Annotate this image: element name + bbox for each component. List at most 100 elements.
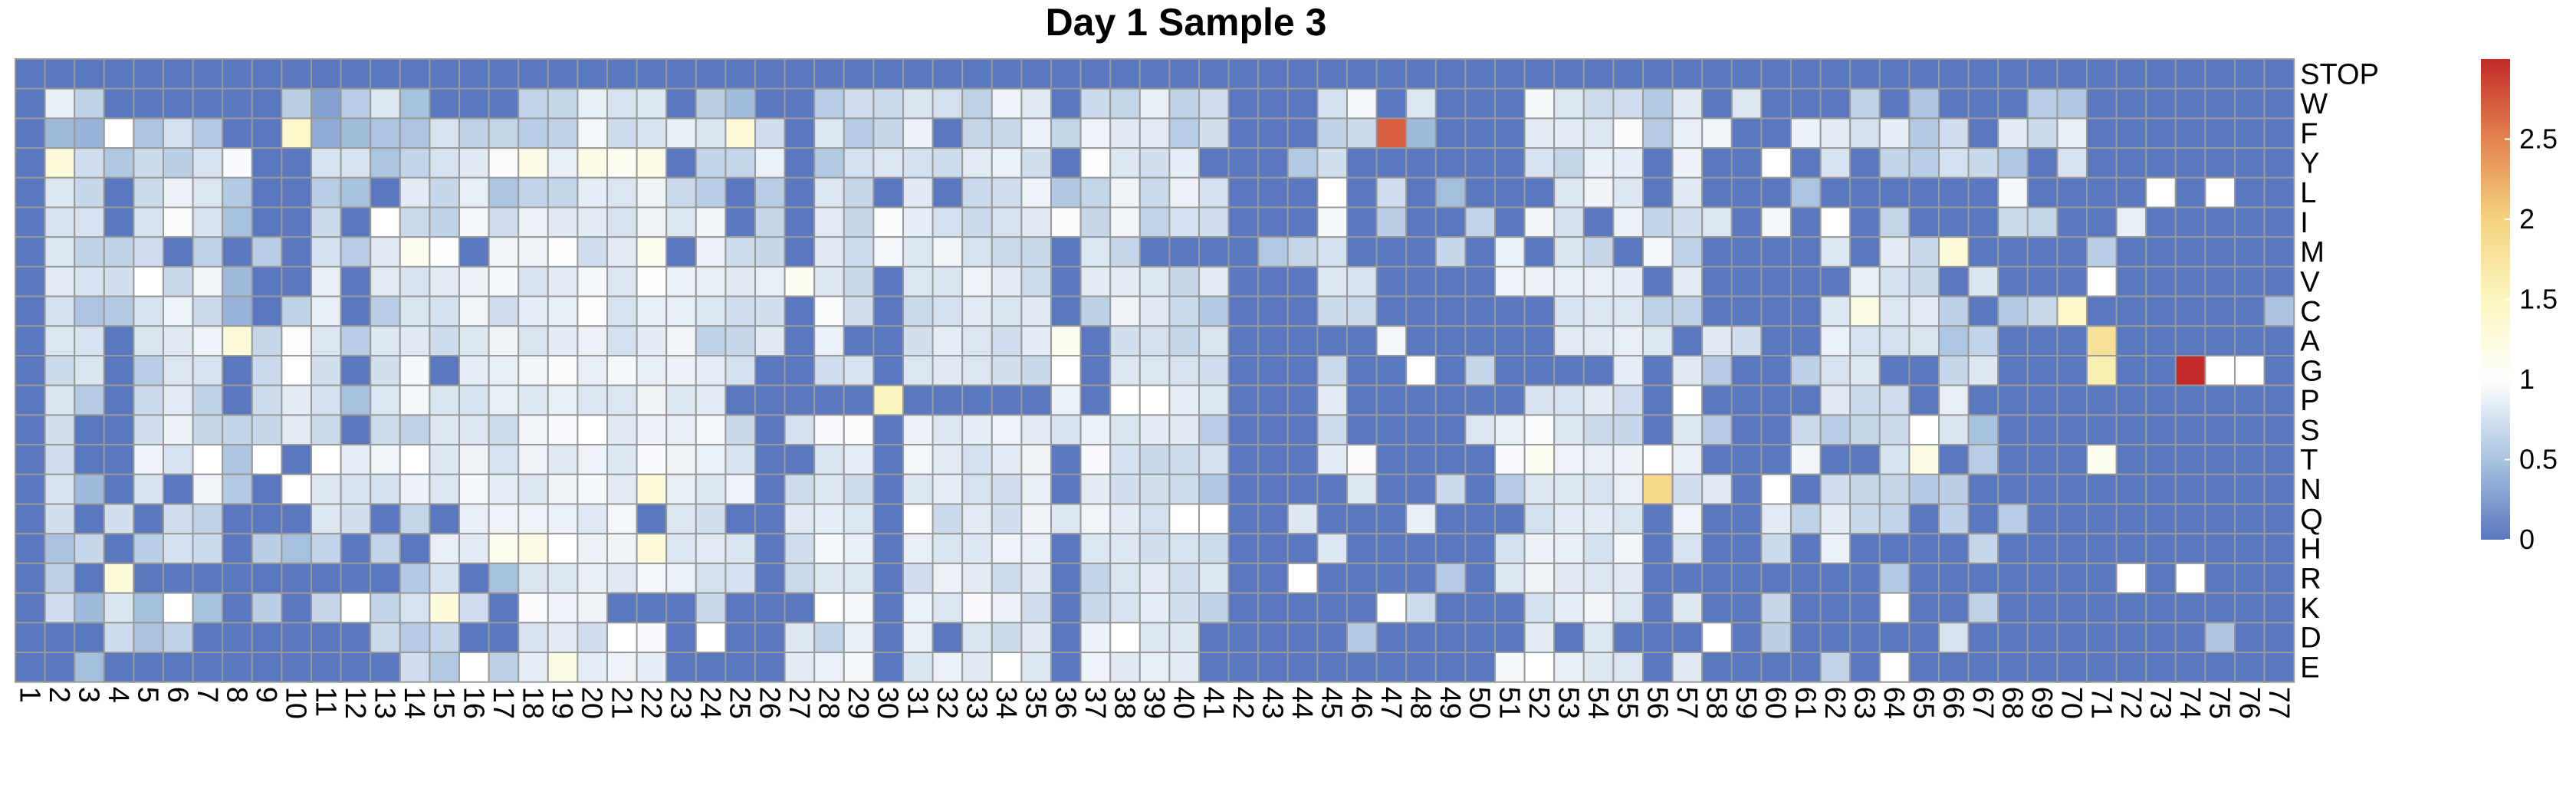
heatmap-cell [1494,414,1526,446]
heatmap-cell [724,592,757,624]
heatmap-cell [518,562,549,594]
heatmap-cell [1405,176,1437,209]
heatmap-cell [15,87,46,120]
heatmap-cell [103,384,135,416]
heatmap-cell [636,295,668,327]
heatmap-cell [163,622,194,653]
heatmap-cell [1286,562,1319,594]
heatmap-cell [1375,473,1408,505]
heatmap-cell [2204,444,2236,475]
heatmap-cell [2234,652,2266,683]
heatmap-cell [1582,295,1615,327]
heatmap-cell [1997,265,2029,297]
heatmap-cell [281,473,312,505]
heatmap-cell [1612,592,1644,624]
heatmap-cell [724,562,757,594]
heatmap-cell [2115,652,2147,683]
heatmap-cell [547,473,579,505]
heatmap-cell [1464,652,1497,683]
heatmap-cell [1642,592,1674,624]
heatmap-cell [665,176,697,209]
heatmap-cell [902,414,934,446]
heatmap-cell [1286,592,1319,624]
x-tick-label: 51 [1493,687,1525,719]
heatmap-cell [1020,592,1053,624]
heatmap-cell [192,384,224,416]
y-tick-label: T [2300,445,2318,477]
heatmap-cell [1405,147,1437,179]
heatmap-cell [1878,503,1911,535]
heatmap-cell [2086,414,2118,446]
heatmap-cell [695,236,727,268]
heatmap-cell [222,265,253,297]
heatmap-cell [44,533,76,564]
heatmap-cell [1316,325,1349,356]
heatmap-cell [222,295,253,327]
heatmap-cell [1938,325,1970,356]
heatmap-cell [1138,87,1171,120]
heatmap-cell [1494,592,1526,624]
heatmap-cell [872,355,905,386]
heatmap-cell [932,117,964,149]
heatmap-cell [991,176,1023,209]
heatmap-cell [665,325,697,356]
heatmap-cell [2026,176,2058,209]
heatmap-cell [1020,503,1053,535]
heatmap-cell [813,444,845,475]
heatmap-cell [813,325,845,356]
heatmap-cell [2174,503,2206,535]
y-tick-label: M [2300,237,2325,269]
heatmap-cell [192,58,224,90]
heatmap-cell [370,503,401,535]
heatmap-cell [281,533,312,564]
heatmap-cell [1434,355,1467,386]
heatmap-cell [2234,562,2266,594]
heatmap-cell [784,206,816,238]
heatmap-cell [1257,652,1289,683]
heatmap-cell [518,295,549,327]
heatmap-cell [1878,414,1911,446]
heatmap-cell [695,147,727,179]
heatmap-cell [754,384,786,416]
heatmap-cell [2263,325,2295,356]
heatmap-cell [636,384,668,416]
color-scale-tick-label: 1.5 [2519,284,2558,315]
heatmap-cell [1878,206,1911,238]
heatmap-cell [281,325,312,356]
heatmap-cell [2086,176,2118,209]
heatmap-cell [754,206,786,238]
heatmap-cell [1020,622,1053,653]
heatmap-cell [991,295,1023,327]
y-tick-label: Y [2300,148,2319,180]
heatmap-cell [340,592,372,624]
heatmap-cell [429,562,461,594]
heatmap-cell [547,87,579,120]
heatmap-cell [1878,176,1911,209]
heatmap-cell [1701,325,1733,356]
heatmap-cell [192,355,224,386]
heatmap-cell [458,206,490,238]
heatmap-cell [310,176,342,209]
heatmap-cell [310,295,342,327]
heatmap-cell [103,503,135,535]
heatmap-cell [724,325,757,356]
heatmap-cell [577,444,609,475]
heatmap-cell [488,295,520,327]
heatmap-cell [724,58,757,90]
heatmap-cell [1109,295,1141,327]
heatmap-cell [2115,176,2147,209]
heatmap-cell [1168,414,1201,446]
heatmap-cell [577,87,609,120]
heatmap-cell [1938,592,1970,624]
color-scale-tick-label: 0 [2519,524,2535,555]
heatmap-cell [74,503,105,535]
heatmap-cell [1050,206,1082,238]
heatmap-cell [1878,58,1911,90]
heatmap-cell [2204,117,2236,149]
heatmap-cell [1138,206,1171,238]
heatmap-cell [1908,355,1940,386]
heatmap-cell [1967,473,1999,505]
heatmap-cell [163,325,194,356]
color-scale-tick-label: 0.5 [2519,444,2558,475]
heatmap-cell [1553,87,1585,120]
